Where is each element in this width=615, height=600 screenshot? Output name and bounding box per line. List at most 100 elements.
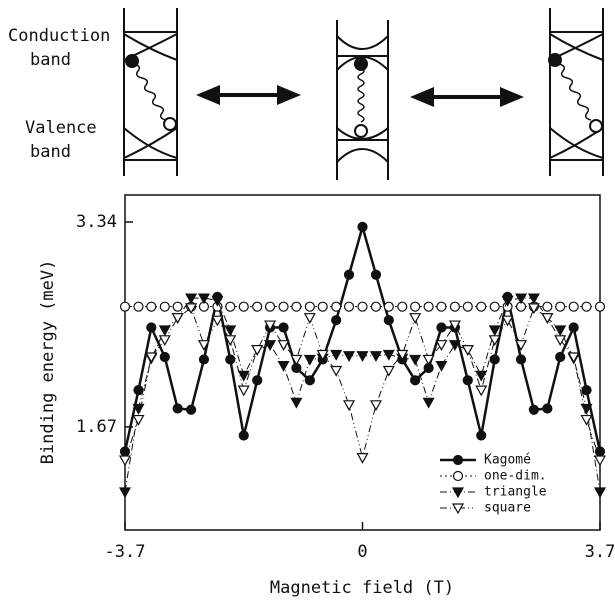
marker [158, 325, 171, 337]
marker [119, 446, 131, 457]
y-tick-label: 3.34 [76, 212, 117, 232]
legend-label: one-dim. [484, 469, 547, 484]
marker [410, 375, 421, 386]
marker [290, 397, 303, 409]
marker [198, 354, 210, 365]
marker [343, 301, 355, 312]
marker [159, 351, 170, 363]
marker [462, 301, 473, 312]
marker [383, 301, 394, 312]
x-tick-label: 3.7 [585, 542, 615, 562]
marker [343, 351, 356, 362]
marker [581, 301, 592, 312]
marker [146, 322, 157, 333]
marker [593, 487, 607, 499]
marker [224, 335, 237, 347]
legend-label: Kagomé [484, 453, 531, 468]
marker [264, 320, 277, 332]
marker [501, 315, 514, 327]
marker [489, 301, 500, 312]
marker [581, 385, 592, 396]
marker [356, 453, 369, 464]
marker [237, 385, 250, 397]
marker [476, 430, 487, 441]
marker [528, 404, 539, 415]
marker [554, 325, 567, 337]
marker [225, 301, 236, 312]
series-line [124, 307, 601, 461]
marker [145, 352, 158, 364]
marker [304, 375, 315, 386]
marker [277, 340, 290, 351]
marker [252, 301, 263, 312]
marker [409, 354, 422, 366]
marker [237, 370, 250, 382]
marker [515, 354, 527, 365]
marker [172, 403, 183, 414]
marker [264, 301, 276, 312]
marker [422, 354, 435, 366]
marker [370, 301, 382, 312]
y-axis-label: Binding energy (meV) [38, 260, 58, 465]
marker [303, 313, 316, 324]
marker [278, 301, 289, 312]
marker [409, 313, 422, 324]
marker [476, 301, 487, 312]
marker [554, 335, 567, 347]
marker [330, 349, 343, 361]
marker [133, 385, 144, 396]
marker [436, 301, 447, 312]
marker [594, 301, 606, 312]
band-diagram: Conduction band Valence band [8, 8, 604, 180]
marker [146, 301, 157, 312]
marker [435, 360, 448, 372]
marker [224, 325, 237, 337]
marker [303, 354, 316, 366]
legend-marker [452, 470, 464, 482]
marker [435, 340, 448, 351]
marker [356, 351, 369, 362]
marker [132, 414, 145, 426]
marker [488, 325, 501, 337]
marker [369, 400, 382, 412]
y-tick-label: 1.67 [76, 417, 117, 437]
marker [317, 301, 328, 312]
marker [568, 301, 579, 312]
arrow [196, 85, 524, 107]
marker [462, 375, 473, 386]
panel [548, 8, 604, 176]
marker [211, 295, 224, 307]
legend-label: triangle [484, 485, 547, 500]
marker [357, 221, 368, 233]
marker [527, 293, 540, 305]
legend-label: square [484, 501, 531, 516]
marker [567, 352, 580, 364]
marker [541, 313, 554, 324]
marker [290, 354, 303, 366]
marker [580, 414, 593, 426]
marker [527, 303, 540, 315]
marker [369, 351, 382, 362]
marker [423, 301, 434, 312]
marker [197, 293, 210, 305]
marker [515, 293, 528, 305]
marker [171, 313, 184, 324]
marker [158, 335, 171, 347]
marker [197, 340, 210, 351]
marker [264, 340, 277, 351]
marker [448, 320, 461, 332]
marker [475, 385, 488, 397]
marker [343, 400, 356, 412]
marker [489, 354, 500, 365]
valence-label: band [30, 142, 71, 162]
marker [186, 404, 197, 415]
marker [461, 345, 474, 356]
marker [475, 370, 488, 382]
marker [542, 403, 553, 414]
marker [238, 301, 249, 312]
marker [542, 301, 553, 312]
marker [382, 349, 395, 361]
marker [397, 301, 408, 312]
marker [251, 345, 264, 356]
